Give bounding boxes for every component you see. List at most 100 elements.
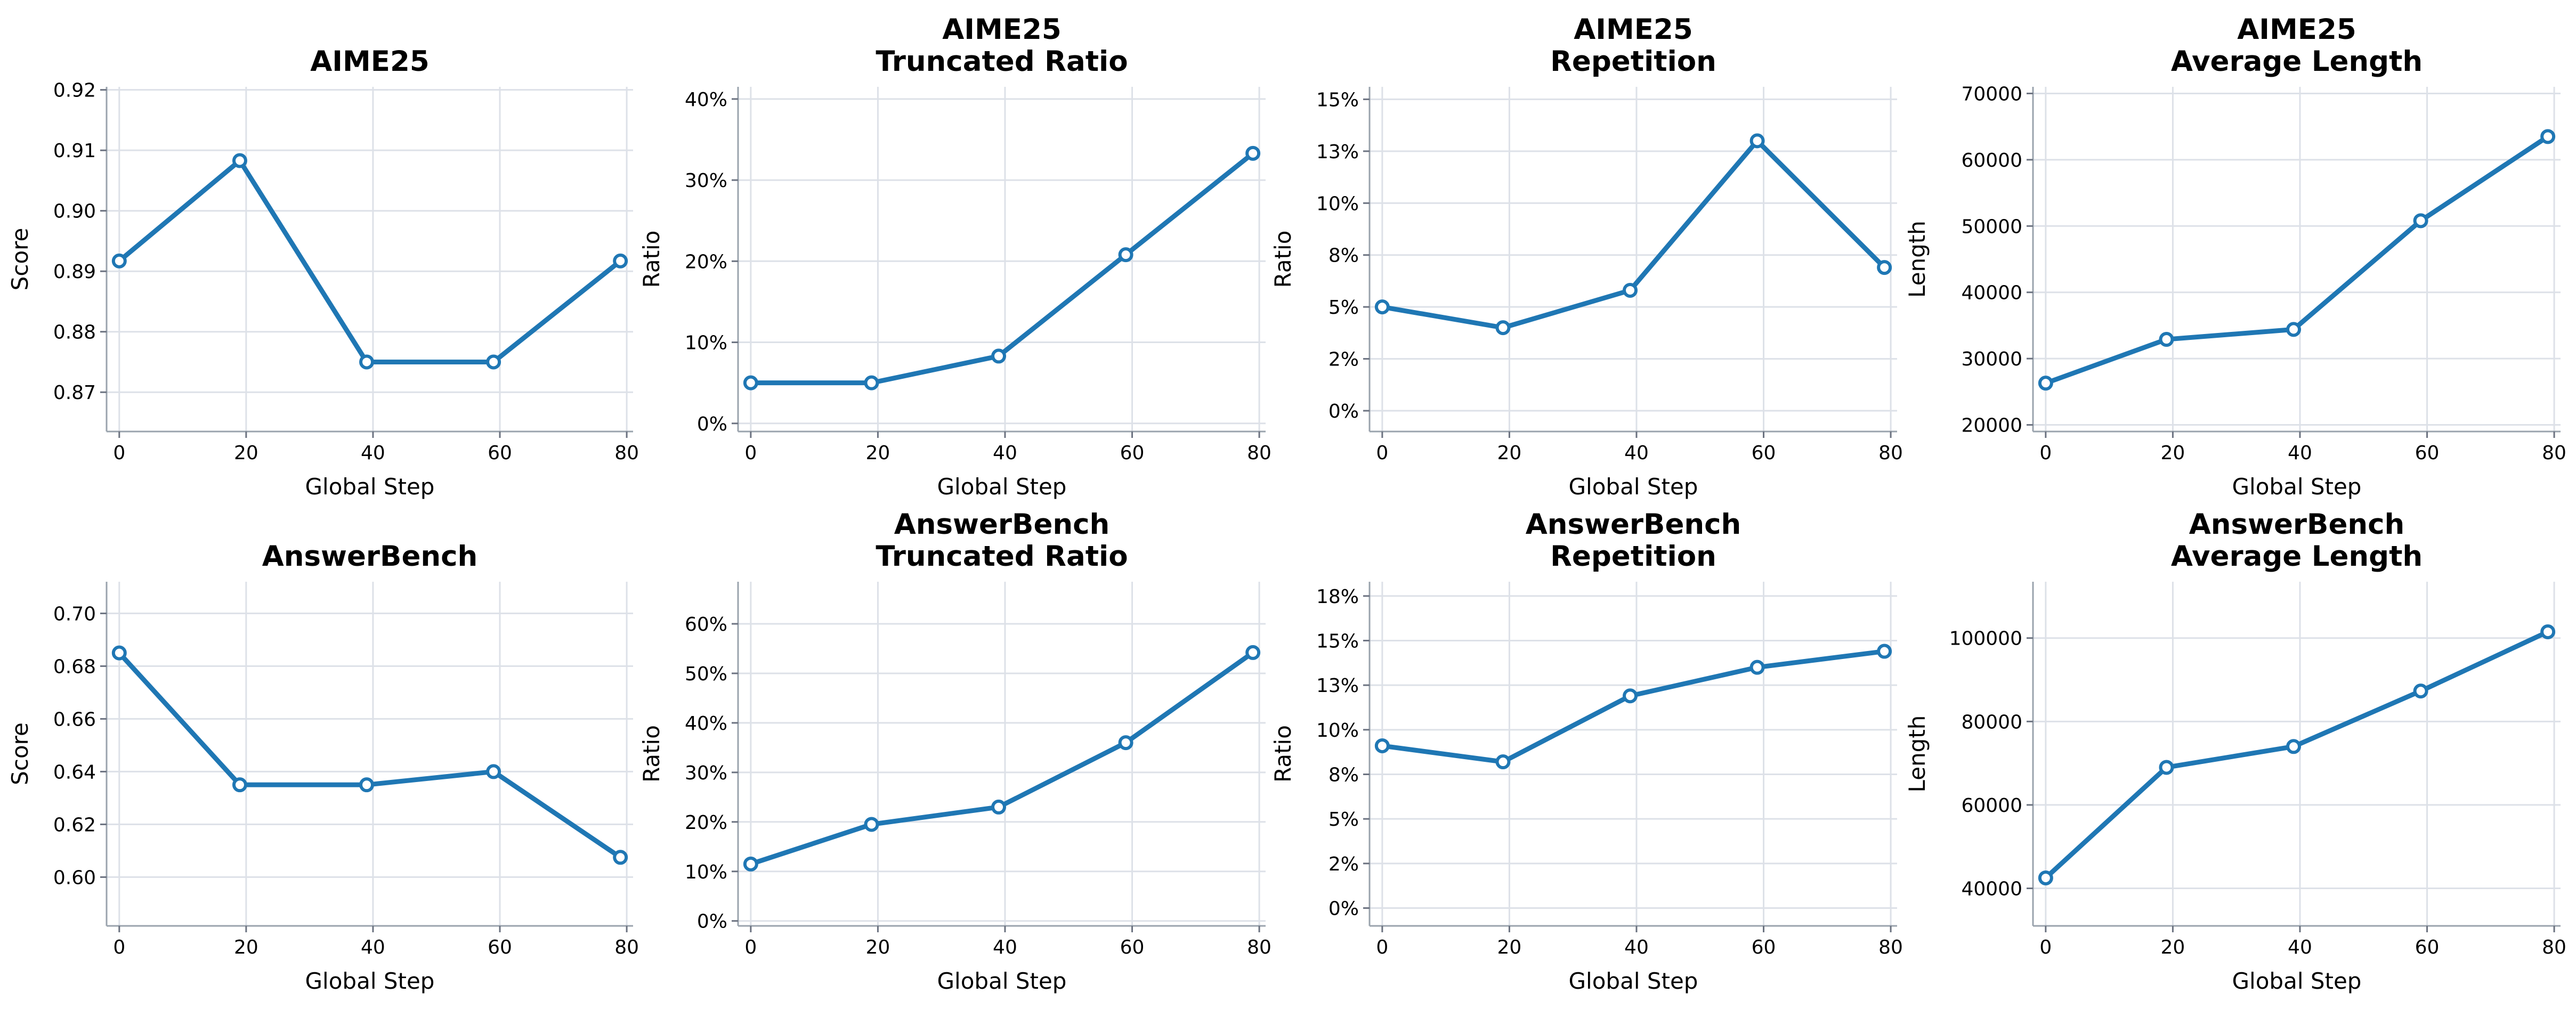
data-point: [864, 817, 879, 832]
y-tick-label: 2%: [1328, 349, 1359, 371]
y-tick-label: 80000: [1961, 711, 2022, 733]
y-tick-label: 0%: [697, 911, 727, 933]
x-tick-label: 80: [1247, 937, 1271, 958]
y-tick-label: 10%: [1316, 193, 1359, 215]
y-tick-label: 0.89: [53, 261, 96, 283]
data-point: [1374, 299, 1390, 315]
data-point: [991, 799, 1007, 815]
chart-title-line: AIME25: [310, 45, 429, 78]
chart-2: 0 20 40 60 80 0% 10% 20% 30% 40% Global Step Ratio A…: [638, 13, 1271, 500]
x-tick-label: 40: [993, 442, 1017, 464]
series-line: [1380, 649, 1887, 764]
y-axis-label: Ratio: [638, 231, 665, 288]
x-tick-label: 40: [993, 937, 1017, 958]
y-tick-label: 15%: [1316, 630, 1359, 652]
x-tick-label: 40: [2288, 937, 2312, 958]
y-tick-label: 0.70: [53, 603, 96, 625]
chart-title-line: AnswerBench: [262, 540, 478, 573]
data-point: [613, 850, 628, 865]
chart-title-line: AnswerBench: [1526, 508, 1741, 541]
chart-1: 0 20 40 60 80 0.87 0.88 0.89 0.90 0.91 0.92 Global …: [7, 45, 639, 500]
y-tick-label: 18%: [1316, 586, 1359, 608]
y-tick-label: 20%: [685, 251, 727, 273]
x-tick-label: 0: [744, 937, 757, 958]
data-point: [1245, 645, 1261, 660]
x-tick-label: 80: [614, 442, 639, 464]
chart-7: 0 20 40 60 80 0% 2% 5% 8% 10% 13% 15% 18% Global Step…: [1270, 508, 1903, 994]
data-point: [864, 375, 879, 390]
chart-title-line: Average Length: [2171, 540, 2423, 573]
x-tick-label: 80: [1878, 937, 1903, 958]
x-tick-label: 60: [2415, 937, 2440, 958]
chart-5: 0 20 40 60 80 0.60 0.62 0.64 0.66 0.68 0.70 Global …: [7, 540, 639, 994]
x-tick-label: 60: [1120, 937, 1145, 958]
data-point: [1877, 644, 1892, 659]
chart-title-line: AnswerBench: [2189, 508, 2405, 541]
y-tick-label: 0.62: [53, 814, 96, 836]
x-tick-label: 80: [2542, 442, 2566, 464]
data-point: [1623, 688, 1638, 704]
data-point: [1877, 260, 1892, 275]
series-line: [1380, 138, 1887, 330]
y-axis-label: Ratio: [1270, 231, 1296, 288]
data-point: [1118, 735, 1133, 751]
y-tick-label: 20%: [685, 812, 727, 834]
x-tick-label: 40: [1624, 442, 1649, 464]
x-tick-label: 20: [2161, 442, 2185, 464]
y-tick-label: 0.68: [53, 656, 96, 678]
x-tick-label: 0: [113, 442, 125, 464]
y-tick-label: 0%: [1328, 401, 1359, 422]
y-tick-label: 70000: [1961, 83, 2022, 105]
chart-title-line: Repetition: [1550, 540, 1716, 573]
chart-3: 0 20 40 60 80 0% 2% 5% 8% 10% 13% 15% Global Step Rat…: [1270, 13, 1903, 500]
y-tick-label: 40%: [685, 713, 727, 735]
chart-title-line: AIME25: [2237, 13, 2356, 46]
y-axis-label: Score: [7, 722, 33, 785]
y-tick-label: 0.91: [53, 140, 96, 162]
x-tick-label: 40: [361, 937, 385, 958]
x-tick-label: 20: [1497, 937, 1522, 958]
x-tick-label: 80: [614, 937, 639, 958]
y-tick-label: 2%: [1328, 853, 1359, 875]
data-point: [486, 764, 501, 779]
data-point: [2540, 129, 2556, 144]
y-tick-label: 50%: [685, 663, 727, 685]
x-tick-label: 60: [2415, 442, 2440, 464]
data-point: [2159, 760, 2174, 775]
data-point: [743, 375, 758, 390]
chart-title: AIME25 Average Length: [2171, 13, 2423, 78]
series-line: [2043, 134, 2550, 386]
data-point: [232, 153, 247, 168]
data-point: [232, 777, 247, 793]
x-tick-label: 20: [866, 442, 890, 464]
x-axis-label: Global Step: [1569, 968, 1698, 994]
y-tick-label: 15%: [1316, 89, 1359, 111]
chart-title-line: AnswerBench: [894, 508, 1110, 541]
x-tick-label: 80: [1247, 442, 1271, 464]
chart-title-line: Truncated Ratio: [876, 540, 1128, 573]
data-point: [2286, 322, 2302, 337]
x-tick-label: 20: [2161, 937, 2185, 958]
data-point: [1495, 754, 1511, 770]
x-tick-label: 60: [1752, 937, 1776, 958]
y-tick-label: 0.92: [53, 80, 96, 102]
data-point: [2286, 739, 2302, 754]
y-axis-label: Length: [1904, 221, 1930, 298]
chart-title: AnswerBench Repetition: [1526, 508, 1741, 573]
data-point: [2413, 213, 2428, 229]
x-tick-label: 0: [2039, 442, 2052, 464]
x-tick-label: 0: [2039, 937, 2052, 958]
data-point: [1245, 145, 1261, 161]
y-tick-label: 8%: [1328, 245, 1359, 267]
y-tick-label: 0.64: [53, 761, 96, 783]
y-tick-label: 13%: [1316, 675, 1359, 697]
x-tick-label: 0: [744, 442, 757, 464]
chart-4: 0 20 40 60 80 20000 30000 40000 50000 60000 70000 G…: [1904, 13, 2566, 500]
y-tick-label: 13%: [1316, 141, 1359, 163]
x-tick-label: 20: [234, 442, 258, 464]
data-point: [991, 348, 1007, 364]
y-tick-label: 60%: [685, 614, 727, 636]
y-tick-label: 10%: [1316, 720, 1359, 742]
x-tick-label: 20: [234, 937, 258, 958]
x-tick-label: 60: [488, 937, 512, 958]
